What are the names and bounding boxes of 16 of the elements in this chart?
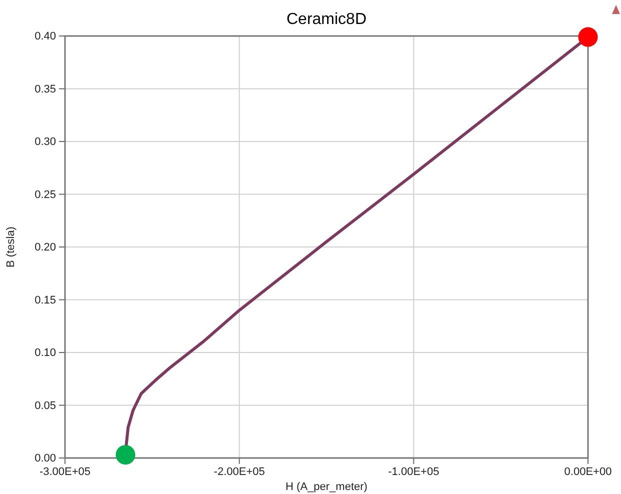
y-axis-title: B (tesla) — [5, 226, 17, 268]
y-tick-label: 0.35 — [34, 83, 56, 96]
y-tick-label: 0.00 — [34, 452, 56, 465]
y-tick-label: 0.25 — [34, 188, 56, 201]
chart-title: Ceramic8D — [286, 11, 367, 28]
x-tick-label: -1.00E+05 — [388, 466, 440, 478]
y-tick-label: 0.20 — [34, 242, 56, 254]
y-tick-label: 0.15 — [34, 294, 56, 306]
x-axis-title: H (A_per_meter) — [286, 481, 368, 493]
x-tick-label: 0.00E+00 — [564, 466, 612, 478]
x-tick-label: -2.00E+05 — [214, 466, 265, 478]
x-tick-label: -3.00E+05 — [39, 466, 91, 478]
y-tick-label: 0.30 — [34, 136, 56, 148]
y-tick-label: 0.05 — [34, 400, 56, 412]
y-tick-label: 0.40 — [34, 30, 56, 43]
y-tick-label: 0.10 — [34, 347, 56, 360]
